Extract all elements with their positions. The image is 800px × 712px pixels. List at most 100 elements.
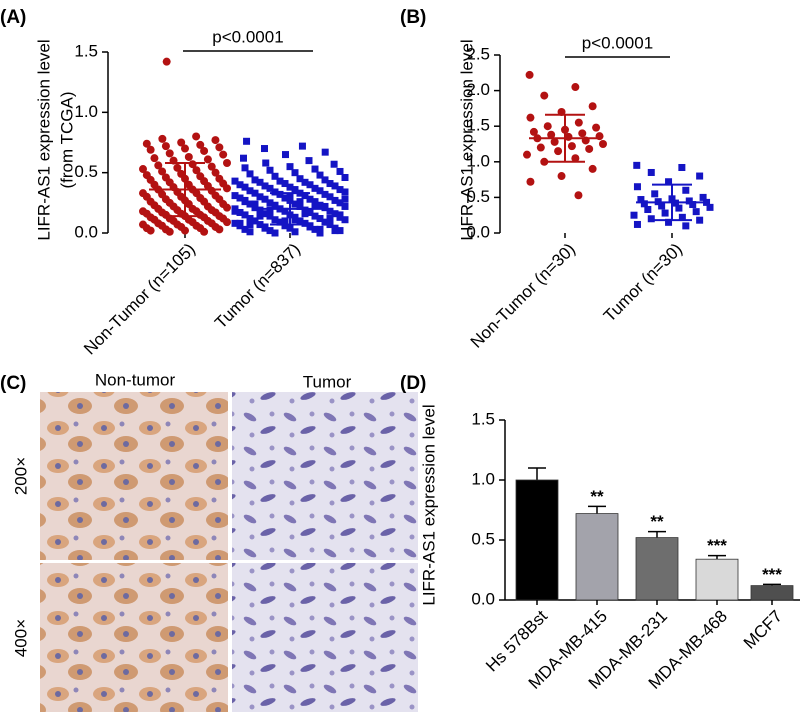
x-tick-label: Non-Tumor (n=30) <box>467 240 579 352</box>
point <box>651 190 659 198</box>
point <box>550 137 559 146</box>
y-tick-label: 2.5 <box>466 44 490 63</box>
point <box>215 225 224 234</box>
point <box>282 151 289 159</box>
panel-label: (D) <box>400 373 426 394</box>
y-axis-label: LIFR-AS1 expression level <box>457 39 476 240</box>
point <box>251 217 259 225</box>
point <box>682 222 690 230</box>
point <box>658 202 666 210</box>
point <box>311 225 319 233</box>
point <box>281 207 289 215</box>
point <box>554 147 563 156</box>
point <box>181 144 189 153</box>
point <box>301 206 309 214</box>
point <box>316 201 324 209</box>
point <box>692 208 700 216</box>
panel-label: (B) <box>400 7 426 28</box>
point <box>165 227 174 236</box>
point <box>540 157 549 166</box>
point <box>540 91 549 100</box>
point <box>341 173 349 181</box>
significance-label: p<0.0001 <box>582 33 653 52</box>
point <box>326 207 334 215</box>
point <box>261 145 268 153</box>
point <box>331 182 339 190</box>
panel-label: (C) <box>0 373 26 394</box>
point <box>599 140 607 148</box>
point <box>256 212 264 220</box>
point <box>321 190 329 198</box>
point <box>296 198 304 206</box>
point <box>177 138 186 147</box>
point <box>246 228 254 236</box>
point <box>526 177 535 186</box>
point <box>231 207 239 215</box>
point <box>316 229 324 237</box>
bar <box>515 479 559 601</box>
y-tick-label: 1.0 <box>466 151 490 170</box>
point <box>286 163 294 171</box>
point <box>321 148 329 156</box>
point <box>223 184 231 193</box>
point <box>678 213 686 221</box>
point <box>330 160 338 168</box>
point <box>336 199 344 207</box>
point <box>236 194 244 202</box>
point <box>291 228 299 236</box>
point <box>326 221 334 229</box>
point <box>146 145 155 154</box>
point <box>331 210 339 218</box>
y-tick-label: 0.5 <box>466 187 490 206</box>
point <box>311 184 319 192</box>
point <box>196 140 205 149</box>
point <box>588 102 597 111</box>
point <box>699 193 707 201</box>
point <box>665 218 673 226</box>
point <box>296 202 304 210</box>
point <box>271 172 279 180</box>
point <box>331 196 339 204</box>
y-axis-label: (from TCGA) <box>57 92 76 189</box>
point <box>276 190 284 198</box>
significance-label: ** <box>650 512 664 531</box>
point <box>223 218 231 227</box>
point <box>256 193 264 201</box>
point <box>316 171 324 179</box>
y-tick-label: 0.0 <box>471 589 495 608</box>
micrograph <box>232 563 418 712</box>
point <box>243 137 251 145</box>
point <box>588 164 597 173</box>
point <box>301 219 309 227</box>
point <box>543 122 552 131</box>
y-tick-label: 1.5 <box>466 116 490 135</box>
point <box>251 204 259 212</box>
point <box>251 200 259 208</box>
point <box>331 227 339 235</box>
point <box>311 212 319 220</box>
point <box>200 227 209 236</box>
point <box>262 159 270 167</box>
point <box>706 203 714 211</box>
point <box>336 186 344 194</box>
point <box>661 209 669 217</box>
point <box>241 164 249 172</box>
point <box>557 172 566 181</box>
point <box>592 123 601 132</box>
point <box>326 193 334 201</box>
point <box>266 166 274 174</box>
y-tick-label: 0.5 <box>471 529 495 548</box>
y-axis-label: LIFR-AS1 expression level <box>419 404 438 605</box>
point <box>207 162 216 171</box>
point <box>306 222 314 230</box>
point <box>675 204 683 212</box>
column-label: Tumor <box>303 372 352 391</box>
column-label: Non-tumor <box>95 370 176 389</box>
point <box>281 180 289 188</box>
point <box>256 221 264 229</box>
point <box>647 215 655 223</box>
point <box>211 136 220 145</box>
point <box>326 215 334 223</box>
point <box>547 130 556 139</box>
